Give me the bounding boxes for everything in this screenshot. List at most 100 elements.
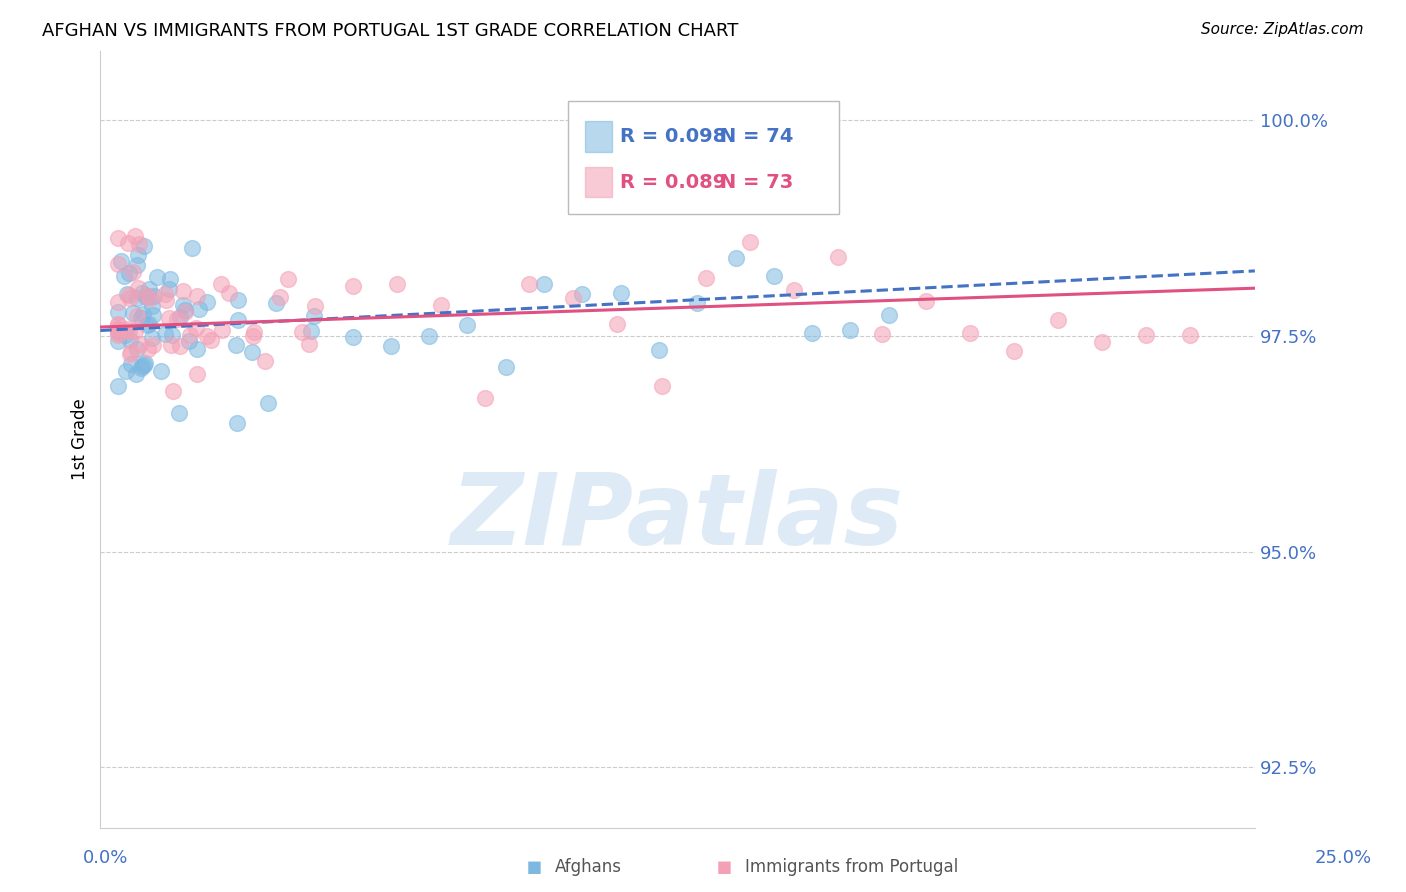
Point: [209, 277, 232, 291]
Point: [342, 330, 364, 344]
Point: [651, 379, 673, 393]
Point: [132, 307, 155, 321]
Point: [277, 272, 299, 286]
Point: [195, 294, 218, 309]
Point: [136, 342, 159, 356]
Point: [142, 338, 165, 352]
Point: [107, 295, 129, 310]
Point: [122, 265, 145, 279]
Point: [127, 281, 149, 295]
Point: [226, 313, 249, 327]
Point: [131, 359, 153, 374]
Point: [211, 323, 233, 337]
Point: [738, 235, 761, 249]
Point: [157, 282, 180, 296]
Text: R = 0.089: R = 0.089: [620, 173, 727, 192]
Point: [877, 308, 900, 322]
Text: Immigrants from Portugal: Immigrants from Portugal: [745, 858, 959, 876]
Point: [121, 306, 143, 320]
Point: [135, 290, 157, 304]
Point: [117, 235, 139, 250]
Point: [195, 328, 218, 343]
Point: [124, 324, 146, 338]
Point: [533, 277, 555, 292]
Text: N = 74: N = 74: [720, 127, 793, 146]
FancyBboxPatch shape: [568, 101, 839, 214]
Point: [155, 293, 177, 308]
Y-axis label: 1st Grade: 1st Grade: [72, 399, 89, 480]
Point: [136, 289, 159, 303]
Point: [179, 328, 201, 343]
Point: [159, 338, 181, 352]
Point: [1180, 328, 1202, 343]
Point: [120, 358, 142, 372]
Point: [107, 305, 129, 319]
Point: [264, 296, 287, 310]
Point: [269, 290, 291, 304]
Point: [495, 360, 517, 375]
Point: [134, 356, 156, 370]
Text: R = 0.098: R = 0.098: [620, 127, 727, 146]
Point: [609, 286, 631, 301]
Point: [387, 277, 409, 291]
FancyBboxPatch shape: [585, 167, 612, 197]
Text: N = 73: N = 73: [720, 173, 793, 192]
Point: [1135, 327, 1157, 342]
Point: [186, 289, 208, 303]
Point: [762, 269, 785, 284]
Point: [571, 287, 593, 301]
Point: [118, 324, 141, 338]
Point: [257, 395, 280, 409]
Point: [166, 312, 188, 326]
Point: [107, 321, 129, 335]
Point: [839, 323, 862, 337]
Point: [107, 257, 129, 271]
Point: [107, 322, 129, 336]
Point: [160, 328, 183, 343]
Point: [110, 254, 132, 268]
Point: [827, 250, 849, 264]
Text: ▪: ▪: [716, 855, 733, 879]
Point: [299, 324, 322, 338]
Point: [107, 334, 129, 348]
Point: [304, 309, 326, 323]
Point: [157, 311, 180, 326]
Point: [474, 391, 496, 405]
Point: [959, 326, 981, 340]
Point: [127, 310, 149, 324]
Point: [114, 364, 136, 378]
FancyBboxPatch shape: [585, 121, 612, 152]
Point: [304, 299, 326, 313]
Point: [107, 318, 129, 332]
Point: [125, 368, 148, 382]
Point: [686, 295, 709, 310]
Point: [169, 339, 191, 353]
Point: [155, 326, 177, 341]
Point: [226, 417, 249, 431]
Point: [162, 384, 184, 398]
Point: [695, 271, 717, 285]
Point: [149, 364, 172, 378]
Point: [430, 298, 453, 312]
Text: Afghans: Afghans: [555, 858, 623, 876]
Point: [135, 318, 157, 332]
Text: 0.0%: 0.0%: [83, 849, 128, 867]
Point: [142, 308, 165, 322]
Point: [115, 322, 138, 336]
Point: [174, 304, 197, 318]
Point: [159, 272, 181, 286]
Point: [225, 338, 247, 352]
Point: [107, 318, 129, 333]
Point: [129, 337, 152, 351]
Point: [129, 310, 152, 325]
Point: [112, 268, 135, 283]
Point: [127, 292, 149, 306]
Point: [155, 287, 177, 301]
Point: [115, 287, 138, 301]
Point: [648, 343, 671, 357]
Point: [143, 289, 166, 303]
Point: [138, 317, 160, 331]
Point: [107, 378, 129, 392]
Point: [107, 326, 129, 340]
Point: [118, 266, 141, 280]
